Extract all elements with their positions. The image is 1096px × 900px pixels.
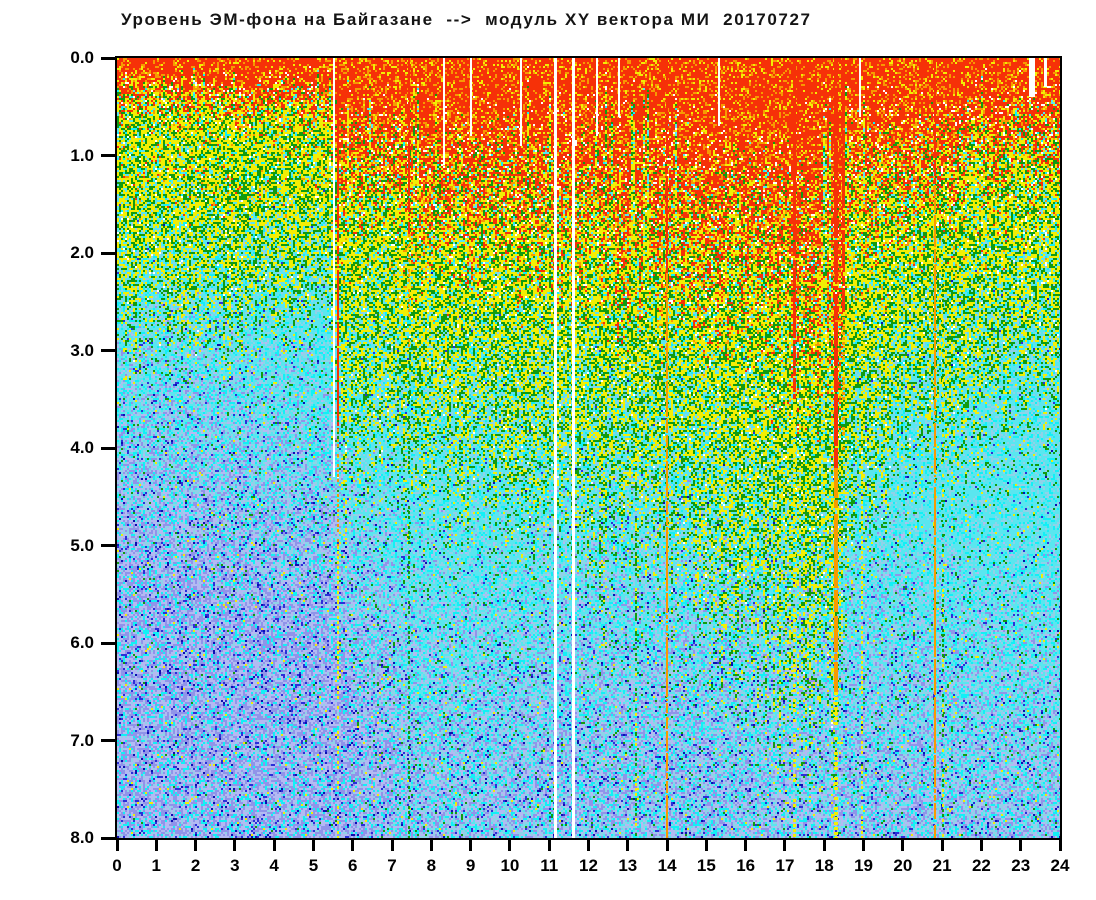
x-tick-label: 20	[893, 856, 913, 875]
x-tick-label: 4	[269, 856, 279, 875]
x-tick-label: 6	[348, 856, 358, 875]
x-tick-label: 7	[387, 856, 397, 875]
x-tick-mark	[626, 840, 630, 851]
x-tick-mark	[862, 840, 866, 851]
x-tick-mark	[469, 840, 473, 851]
x-tick-mark	[272, 840, 276, 851]
x-tick-mark	[587, 840, 590, 851]
y-tick-mark	[101, 544, 115, 547]
y-tick-mark	[101, 154, 115, 157]
x-tick-mark	[154, 840, 158, 851]
x-tick-label: 0	[112, 856, 122, 875]
x-tick-mark	[1058, 840, 1062, 851]
x-tick-mark	[665, 840, 669, 851]
y-tick-label: 0.0	[70, 48, 94, 67]
y-tick-label: 3.0	[70, 340, 94, 360]
x-tick-mark	[783, 840, 787, 851]
y-tick-mark	[101, 641, 115, 645]
x-tick-label: 17	[775, 856, 795, 875]
x-tick-label: 8	[426, 856, 437, 875]
x-tick-label: 11	[540, 856, 559, 875]
y-tick-mark	[101, 251, 115, 255]
y-tick-mark	[101, 349, 115, 352]
x-tick-mark	[115, 840, 119, 851]
y-tick-mark	[101, 836, 115, 840]
x-tick-mark	[1019, 840, 1023, 851]
y-tick-label: 4.0	[70, 438, 94, 457]
x-tick-mark	[429, 840, 433, 851]
y-tick-label: 8.0	[70, 828, 94, 847]
x-tick-mark	[508, 840, 512, 851]
x-tick-label: 15	[696, 856, 716, 875]
x-tick-label: 2	[190, 856, 201, 875]
chart-title: Уровень ЭМ-фона на Байгазане --> модуль …	[121, 10, 812, 29]
x-tick-label: 5	[308, 856, 319, 875]
x-tick-label: 13	[618, 856, 638, 875]
plot-frame	[115, 56, 1062, 840]
y-tick-label: 1.0	[70, 145, 94, 165]
x-tick-label: 23	[1011, 856, 1031, 875]
x-tick-mark	[233, 840, 237, 851]
x-tick-mark	[547, 840, 551, 851]
x-tick-label: 24	[1050, 856, 1070, 875]
x-tick-label: 16	[736, 856, 756, 875]
x-tick-label: 18	[814, 856, 834, 875]
y-tick-label: 5.0	[70, 535, 94, 555]
y-tick-label: 2.0	[70, 243, 94, 262]
x-tick-mark	[979, 840, 983, 851]
x-tick-mark	[901, 840, 905, 851]
x-tick-mark	[311, 840, 315, 851]
x-tick-mark	[351, 840, 355, 851]
y-tick-label: 7.0	[70, 730, 94, 750]
spectrogram-canvas	[117, 58, 1060, 838]
x-tick-label: 3	[230, 856, 240, 875]
y-tick-label: 6.0	[70, 633, 94, 652]
x-tick-label: 12	[579, 856, 598, 875]
x-tick-label: 10	[500, 856, 520, 875]
x-tick-label: 19	[854, 856, 873, 875]
x-tick-mark	[940, 840, 944, 851]
x-tick-label: 22	[971, 856, 991, 875]
x-tick-mark	[744, 840, 748, 851]
x-tick-mark	[704, 840, 708, 851]
x-tick-mark	[194, 840, 198, 851]
y-tick-mark	[101, 446, 115, 450]
x-tick-label: 1	[151, 856, 162, 875]
x-tick-label: 21	[932, 856, 952, 875]
x-tick-label: 14	[657, 856, 677, 875]
y-tick-mark	[101, 56, 115, 60]
x-tick-label: 9	[465, 856, 476, 875]
y-tick-mark	[101, 739, 115, 742]
x-tick-mark	[822, 840, 826, 851]
x-tick-mark	[390, 840, 394, 851]
